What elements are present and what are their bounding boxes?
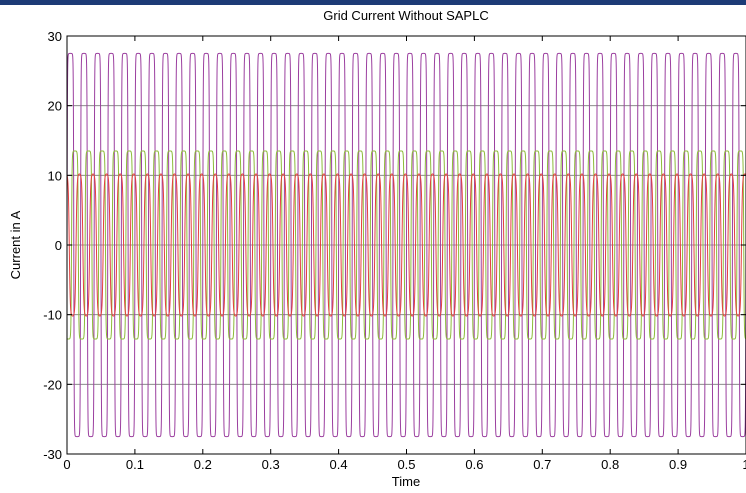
x-tick-label: 0.7 — [533, 457, 551, 472]
y-tick-label: -20 — [43, 377, 62, 392]
y-tick-label: 20 — [48, 99, 62, 114]
x-tick-label: 1 — [742, 457, 746, 472]
x-tick-label: 0 — [63, 457, 70, 472]
series-line-1 — [67, 53, 746, 436]
x-tick-label: 0.5 — [397, 457, 415, 472]
y-tick-label: 30 — [48, 29, 62, 44]
chart-title: Grid Current Without SAPLC — [323, 8, 488, 23]
y-axis-label: Current in A — [8, 210, 23, 279]
y-tick-label: 0 — [55, 238, 62, 253]
figure-top-border — [0, 0, 746, 5]
x-tick-label: 0.4 — [330, 457, 348, 472]
x-tick-label: 0.1 — [126, 457, 144, 472]
y-tick-label: -10 — [43, 308, 62, 323]
x-tick-label: 0.9 — [669, 457, 687, 472]
x-axis-label: Time — [392, 474, 420, 489]
data-layer — [67, 53, 746, 436]
x-tick-label: 0.8 — [601, 457, 619, 472]
y-tick-label: 10 — [48, 168, 62, 183]
y-tick-label: -30 — [43, 447, 62, 462]
x-tick-label: 0.2 — [194, 457, 212, 472]
x-tick-label: 0.6 — [465, 457, 483, 472]
x-tick-label: 0.3 — [262, 457, 280, 472]
